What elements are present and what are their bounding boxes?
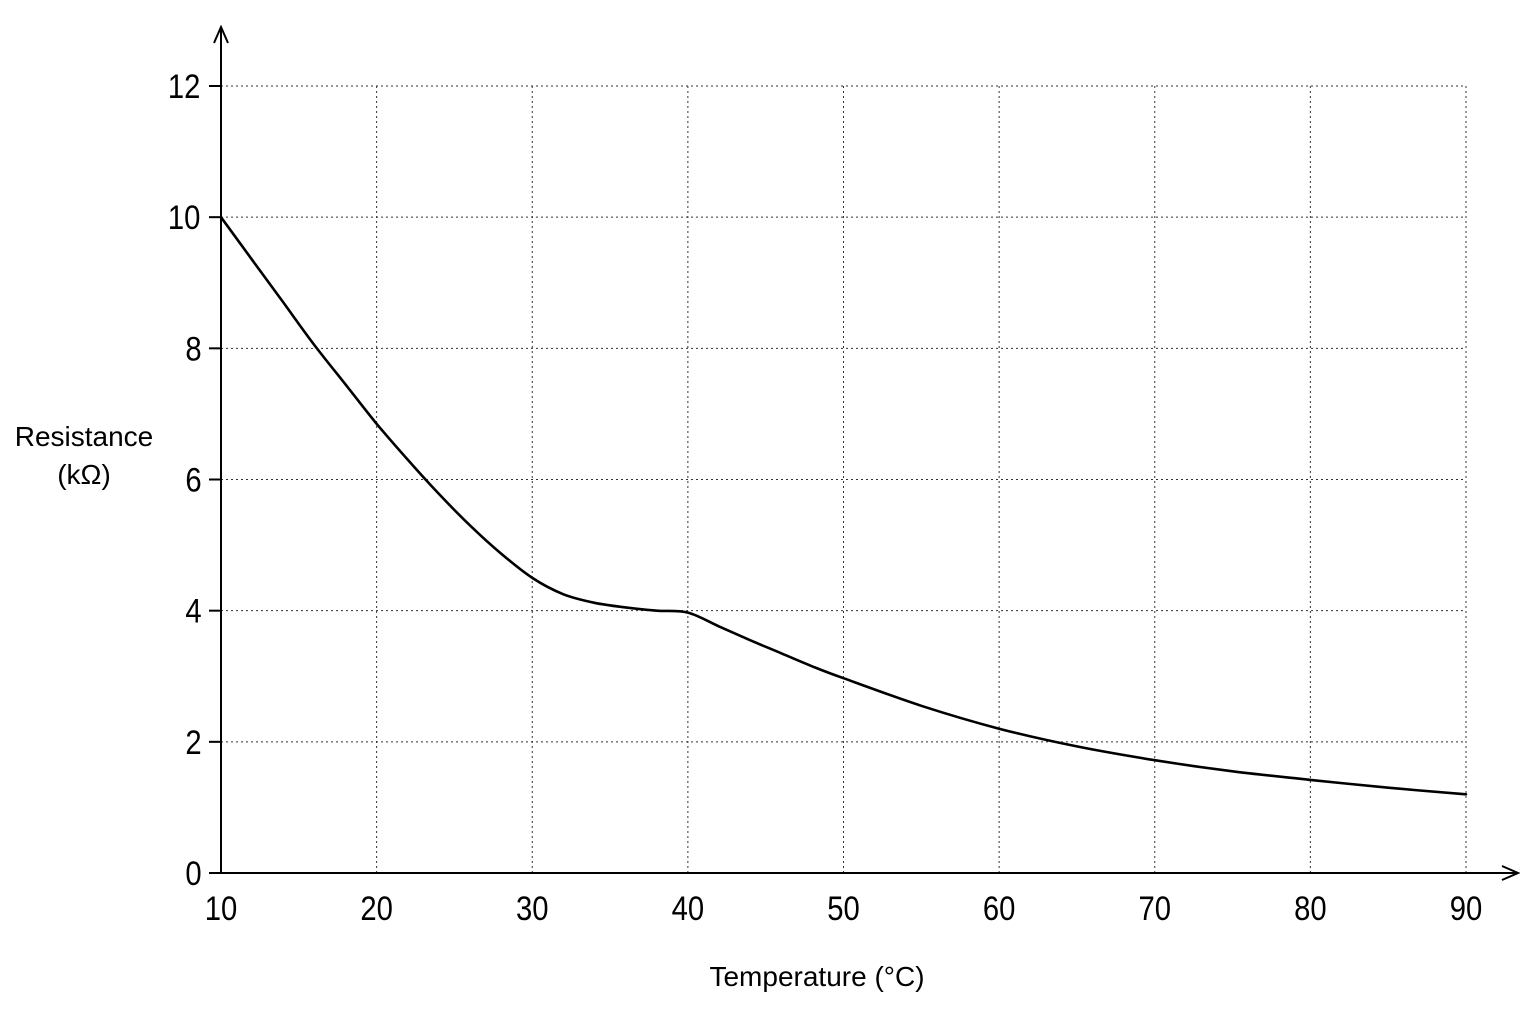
- grid: [221, 85, 1467, 873]
- y-tick-label: 6: [185, 460, 201, 499]
- x-tick-label: 70: [1138, 889, 1171, 928]
- x-tick-label: 90: [1450, 889, 1483, 928]
- y-tick-label: 8: [185, 329, 201, 368]
- y-tick-label: 0: [185, 854, 201, 893]
- y-axis-label-line-1: Resistance: [15, 421, 154, 452]
- x-tick-label: 60: [983, 889, 1016, 928]
- x-tick-label: 30: [516, 889, 549, 928]
- x-axis-label: Temperature (°C): [709, 961, 924, 992]
- x-tick-label: 20: [360, 889, 393, 928]
- y-tick-label: 4: [185, 592, 201, 631]
- y-axis-label-line-2: (kΩ): [57, 459, 111, 490]
- ticks: [209, 85, 221, 874]
- y-tick-labels: 0 2 4 6 8 10 12: [168, 67, 202, 893]
- x-tick-label: 80: [1294, 889, 1327, 928]
- y-tick-label: 2: [185, 723, 201, 762]
- y-tick-label: 10: [168, 198, 201, 237]
- x-tick-label: 10: [205, 889, 238, 928]
- y-tick-label: 12: [168, 67, 201, 106]
- x-tick-label: 50: [827, 889, 860, 928]
- x-tick-labels: 10 20 30 40 50 60 70 80 90: [205, 889, 1483, 928]
- x-tick-label: 40: [672, 889, 705, 928]
- resistance-curve: [219, 215, 1468, 796]
